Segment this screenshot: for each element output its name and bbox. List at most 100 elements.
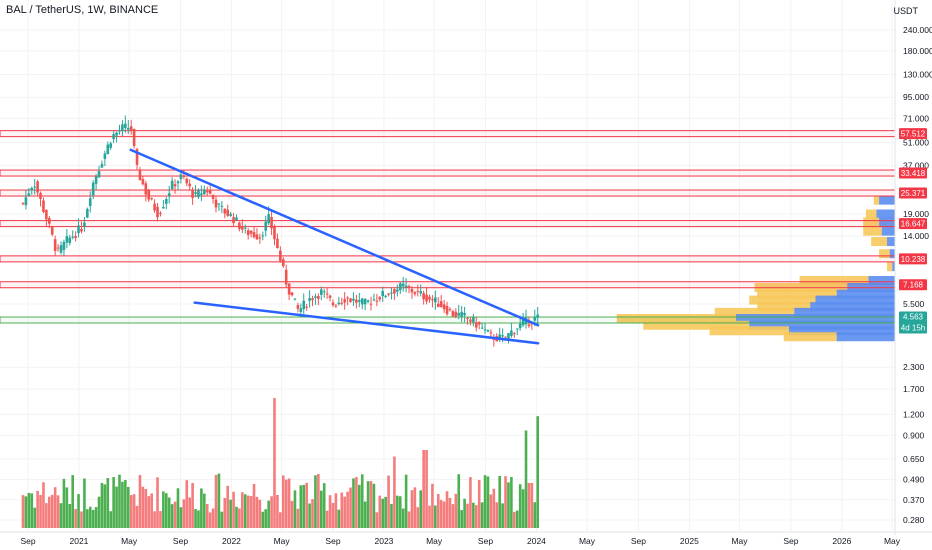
candle-body bbox=[249, 230, 253, 234]
volume-profile-buy bbox=[879, 249, 890, 259]
y-tick-label: 37.000 bbox=[903, 161, 929, 171]
volume-bar bbox=[387, 475, 390, 528]
volume-bar bbox=[223, 497, 227, 528]
volume-bar bbox=[229, 499, 232, 528]
volume-bar bbox=[284, 479, 288, 528]
level-price-label: 16.647 bbox=[901, 220, 926, 229]
volume-profile-sell bbox=[736, 314, 895, 324]
y-tick-label: 19.000 bbox=[903, 209, 929, 219]
candle-body bbox=[264, 221, 268, 231]
volume-bar bbox=[91, 509, 95, 528]
volume-bar bbox=[358, 484, 361, 528]
volume-bar bbox=[404, 474, 408, 528]
candle-body bbox=[80, 228, 83, 232]
volume-bar bbox=[109, 511, 113, 528]
volume-bars bbox=[21, 398, 540, 528]
volume-bar bbox=[524, 430, 528, 528]
candle-body bbox=[167, 193, 171, 197]
candle-body bbox=[425, 294, 428, 302]
volume-bar bbox=[454, 493, 458, 528]
volume-bar bbox=[50, 494, 54, 528]
candle-body bbox=[220, 205, 224, 207]
volume-bar bbox=[132, 494, 136, 528]
volume-bar bbox=[287, 478, 291, 528]
level-price-tag bbox=[899, 128, 927, 140]
level-price-label: 10.238 bbox=[901, 255, 926, 264]
candle-body bbox=[422, 293, 425, 300]
trendlines bbox=[129, 148, 540, 345]
volume-bar bbox=[474, 505, 478, 528]
x-tick-label: Sep bbox=[325, 536, 340, 546]
volume-bar bbox=[311, 499, 314, 528]
volume-profile-buy bbox=[714, 307, 795, 317]
candle-body bbox=[36, 181, 39, 193]
volume-bar bbox=[188, 497, 191, 528]
candle-body bbox=[68, 237, 72, 243]
candle-body bbox=[513, 333, 516, 335]
candle-body bbox=[434, 297, 437, 303]
y-tick-label: 1.700 bbox=[903, 384, 925, 394]
volume-profile-sell bbox=[815, 295, 895, 305]
volume-profile-buy bbox=[873, 195, 880, 205]
candle-body bbox=[518, 323, 522, 329]
current-price-tag bbox=[899, 311, 927, 334]
y-tick-label: 1.200 bbox=[903, 409, 925, 419]
x-tick-label: May bbox=[884, 536, 901, 546]
volume-bar bbox=[200, 488, 203, 528]
volume-bar bbox=[442, 501, 446, 528]
candle-body bbox=[337, 302, 341, 305]
volume-bar bbox=[518, 484, 522, 528]
volume-bar bbox=[80, 511, 83, 528]
volume-bar bbox=[118, 474, 121, 528]
y-tick-label: 0.650 bbox=[903, 454, 925, 464]
volume-bar bbox=[407, 511, 411, 528]
x-tick-label: 2026 bbox=[832, 536, 851, 546]
candle-body bbox=[340, 302, 344, 304]
volume-bar bbox=[349, 487, 352, 528]
candle-body bbox=[255, 234, 259, 240]
candle-body bbox=[457, 313, 461, 316]
volume-bar bbox=[308, 503, 311, 528]
candle-body bbox=[83, 222, 86, 227]
volume-bar bbox=[129, 495, 133, 528]
volume-bar bbox=[483, 475, 487, 528]
volume-bar bbox=[369, 481, 373, 528]
volume-bar bbox=[296, 508, 300, 528]
candle-body bbox=[436, 303, 440, 308]
y-tick-label: 95.000 bbox=[903, 92, 929, 102]
volume-bar bbox=[159, 511, 162, 528]
volume-bar bbox=[384, 496, 387, 528]
volume-bar bbox=[281, 475, 285, 528]
candle-body bbox=[407, 286, 411, 288]
candle-body bbox=[396, 289, 399, 292]
candle-body bbox=[235, 217, 238, 221]
volume-bar bbox=[431, 483, 434, 528]
volume-bar bbox=[261, 511, 265, 528]
candle-body bbox=[30, 187, 34, 191]
volume-bar bbox=[276, 494, 279, 528]
volume-bar bbox=[232, 491, 235, 528]
volume-bar bbox=[325, 510, 329, 528]
candle-body bbox=[159, 213, 162, 215]
candle-body bbox=[129, 126, 133, 131]
candle-body bbox=[290, 292, 294, 296]
volume-bar bbox=[530, 482, 534, 528]
candle-body bbox=[200, 193, 203, 195]
volume-profile-buy bbox=[863, 226, 882, 236]
candle-body bbox=[106, 144, 110, 154]
candle-body bbox=[77, 225, 80, 234]
candle-body bbox=[349, 298, 352, 302]
volume-bar bbox=[77, 494, 80, 528]
candle-body bbox=[124, 123, 127, 129]
candle-body bbox=[197, 190, 200, 198]
candle-body bbox=[45, 209, 48, 220]
candle-body bbox=[33, 186, 36, 188]
volume-profile-sell bbox=[879, 217, 895, 227]
candle-body bbox=[454, 311, 458, 317]
volume-profile-sell bbox=[887, 237, 895, 247]
volume-bar bbox=[498, 475, 501, 528]
candle-body bbox=[363, 298, 367, 305]
x-tick-label: Sep bbox=[783, 536, 798, 546]
y-tick-label: 71.000 bbox=[903, 113, 929, 123]
